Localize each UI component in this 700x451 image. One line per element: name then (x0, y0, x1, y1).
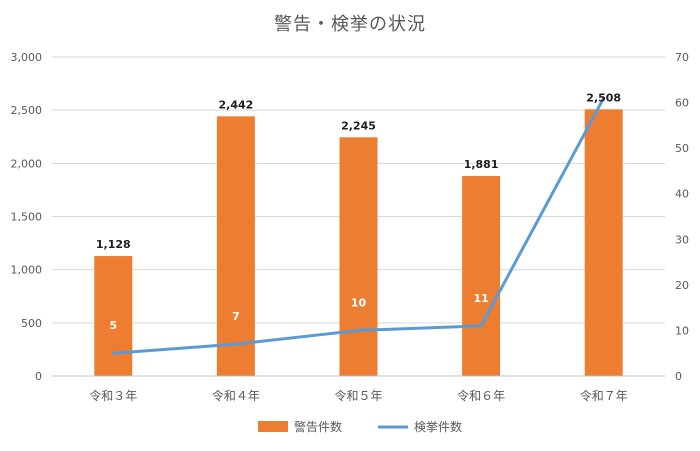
bar-data-label: 2,245 (341, 119, 376, 132)
y-left-tick-label: 1,500 (11, 211, 43, 224)
bar-4 (462, 175, 501, 376)
line-series (111, 96, 606, 355)
bar-series (94, 109, 623, 377)
legend-label-line: 検挙件数 (414, 419, 462, 434)
x-category-label: 令和６年 (457, 388, 505, 403)
axes: 0 500 1,000 1,500 2,000 2,500 3,000 0 10 20 30 40 50… (11, 51, 690, 403)
line-data-label: 5 (109, 319, 117, 332)
legend-label-bar: 警告件数 (294, 419, 342, 434)
y-right-tick-label: 40 (675, 188, 689, 201)
x-category-label: 令和３年 (89, 388, 137, 403)
y-left-tick-label: 500 (21, 317, 42, 330)
x-category-label: 令和４年 (212, 388, 260, 403)
line-data-label: 11 (473, 292, 488, 305)
bar-data-label: 1,881 (464, 158, 499, 171)
line-data-label: 61 (596, 64, 611, 77)
legend-swatch-bar (258, 421, 288, 432)
bar-1 (94, 256, 133, 376)
x-category-label: 令和７年 (580, 388, 628, 403)
chart-title: 警告・検挙の状況 (274, 14, 426, 35)
bar-data-label: 2,442 (219, 98, 254, 111)
bar-data-label: 1,128 (96, 238, 131, 251)
y-left-tick-label: 0 (35, 370, 42, 383)
bar-data-label: 2,508 (586, 91, 621, 104)
y-right-tick-label: 0 (675, 370, 682, 383)
y-left-tick-label: 3,000 (11, 51, 43, 64)
bar-2 (216, 116, 255, 377)
y-left-tick-label: 2,500 (11, 104, 43, 117)
y-left-tick-label: 1,000 (11, 264, 43, 277)
legend: 警告件数 検挙件数 (258, 419, 462, 434)
line-point-3 (357, 328, 360, 332)
data-labels: 1,128 2,442 2,245 1,881 2,508 5 7 10 11 61 (96, 64, 621, 332)
y-right-tick-label: 20 (675, 279, 689, 292)
line-point-5 (602, 96, 606, 100)
bar-5 (584, 109, 623, 376)
y-right-tick-label: 60 (675, 97, 689, 110)
bar-3 (339, 137, 378, 376)
y-right-tick-label: 30 (675, 233, 689, 246)
line-data-label: 7 (232, 310, 240, 323)
y-right-tick-label: 70 (675, 51, 689, 64)
y-left-tick-label: 2,000 (11, 157, 43, 170)
line-point-1 (111, 351, 115, 355)
line-point-2 (234, 342, 238, 346)
y-right-tick-label: 10 (675, 324, 689, 337)
x-category-label: 令和５年 (334, 388, 382, 403)
line-data-label: 10 (351, 296, 367, 309)
y-right-tick-label: 50 (675, 142, 689, 155)
line-point-4 (479, 324, 483, 328)
